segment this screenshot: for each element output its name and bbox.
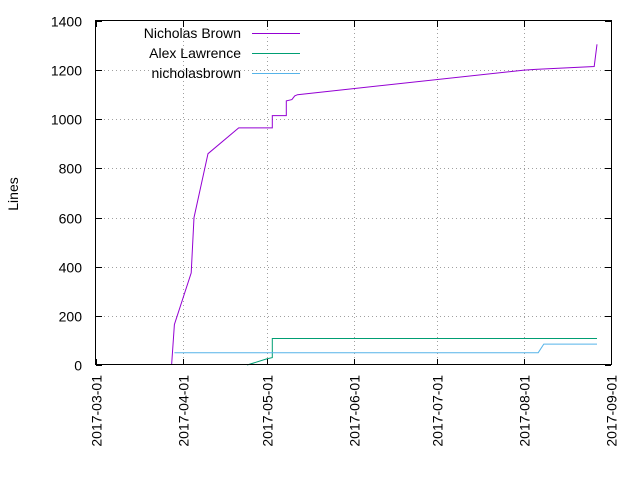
y-tick-label: 0 xyxy=(74,358,82,374)
y-tick-label: 400 xyxy=(59,260,83,276)
x-axis: 2017-03-01 2017-04-01 2017-05-01 2017-06-01… xyxy=(89,21,620,447)
series-line-2 xyxy=(246,338,597,366)
x-tick-label: 2017-08-01 xyxy=(517,375,533,447)
x-tick-label: 2017-04-01 xyxy=(176,375,192,447)
x-tick-label: 2017-05-01 xyxy=(260,375,276,447)
y-axis: 0 200 400 600 800 1000 1200 1400 xyxy=(51,14,611,374)
series-lines xyxy=(171,44,598,366)
y-axis-label: Lines xyxy=(5,177,21,210)
y-tick-label: 1200 xyxy=(51,63,82,79)
legend: Nicholas Brown Alex Lawrence nicholasbrown xyxy=(144,25,300,81)
legend-label: Alex Lawrence xyxy=(149,45,241,61)
x-tick-label: 2017-07-01 xyxy=(430,375,446,447)
y-tick-label: 600 xyxy=(59,211,83,227)
x-tick-label: 2017-09-01 xyxy=(604,375,620,447)
y-tick-label: 1400 xyxy=(51,14,82,30)
legend-label: Nicholas Brown xyxy=(144,25,241,41)
y-tick-label: 800 xyxy=(59,161,83,177)
y-tick-label: 200 xyxy=(59,309,83,325)
series-line-1 xyxy=(171,44,598,366)
x-tick-label: 2017-06-01 xyxy=(347,375,363,447)
plot-border xyxy=(95,20,612,365)
legend-label: nicholasbrown xyxy=(152,65,242,81)
x-tick-label: 2017-03-01 xyxy=(89,375,105,447)
series-line-3 xyxy=(174,343,597,354)
grid-lines xyxy=(96,21,611,365)
y-tick-label: 1000 xyxy=(51,112,82,128)
